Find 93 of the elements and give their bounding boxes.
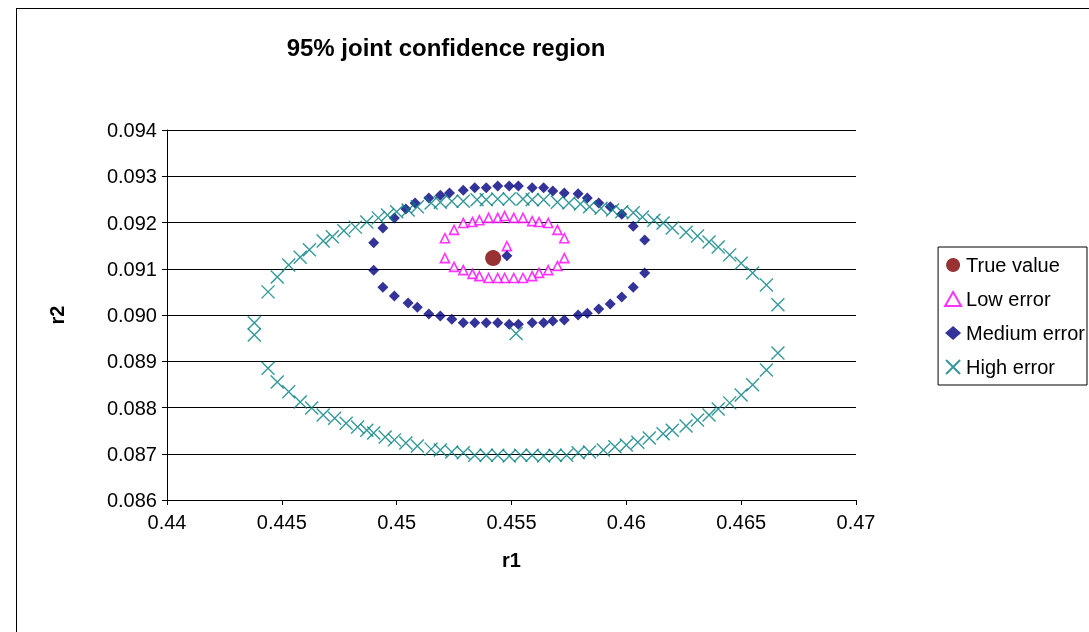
point: [411, 301, 423, 313]
point: [423, 308, 435, 320]
y-tick-label: 0.090: [106, 304, 157, 326]
x-tick-label: 0.465: [716, 511, 767, 533]
point: [469, 317, 481, 329]
legend-label: True value: [966, 254, 1060, 276]
point: [538, 182, 550, 194]
point: [572, 188, 584, 200]
legend-label: High error: [966, 356, 1056, 378]
point: [434, 310, 446, 322]
y-tick-label: 0.092: [106, 211, 157, 234]
point: [616, 291, 628, 303]
point: [388, 290, 400, 302]
point: [639, 267, 651, 279]
point: [469, 182, 481, 194]
point: [483, 272, 494, 284]
point: [439, 252, 451, 264]
point: [558, 314, 570, 326]
point: [368, 237, 380, 249]
y-tick-label: 0.091: [106, 257, 157, 280]
point: [552, 224, 563, 236]
point: [526, 182, 538, 194]
point: [508, 212, 520, 224]
chart-title: 95% joint confidence region: [286, 33, 606, 61]
point: [368, 264, 380, 276]
point: [552, 260, 563, 272]
point: [627, 281, 639, 293]
point: [542, 264, 554, 276]
point: [639, 234, 651, 246]
y-tick-label: 0.094: [106, 119, 157, 141]
point: [480, 317, 492, 329]
point: [526, 270, 538, 282]
point: [604, 298, 616, 310]
x-axis-title: r1: [502, 549, 521, 571]
y-tick-label: 0.093: [106, 165, 157, 188]
point: [446, 313, 458, 325]
point: [501, 250, 513, 262]
legend-label: Medium error: [966, 322, 1086, 344]
y-tick-label: 0.086: [106, 489, 157, 511]
point: [559, 232, 570, 244]
y-axis-title: r2: [46, 305, 68, 325]
point: [512, 180, 524, 192]
point: [480, 182, 492, 194]
point: [457, 217, 469, 229]
point: [547, 315, 559, 327]
point: [492, 317, 504, 329]
point: [377, 222, 389, 234]
point: [593, 303, 605, 315]
point: [547, 185, 559, 197]
y-tick-label: 0.089: [106, 350, 157, 373]
point: [457, 264, 469, 276]
point: [492, 212, 504, 224]
point: [492, 180, 504, 192]
point: [538, 317, 550, 329]
point: [501, 240, 513, 252]
x-tick-label: 0.47: [836, 511, 876, 533]
x-tick-label: 0.46: [606, 511, 646, 533]
point: [559, 252, 570, 264]
point: [377, 281, 389, 293]
point: [512, 318, 524, 330]
point: [503, 180, 515, 192]
legend-label: Low error: [966, 288, 1051, 310]
x-tick-label: 0.44: [147, 511, 187, 533]
point: [485, 250, 502, 267]
point: [517, 212, 529, 224]
point: [542, 217, 554, 229]
point: [533, 216, 545, 228]
point: [499, 210, 510, 222]
x-tick-label: 0.45: [377, 511, 417, 533]
point: [492, 272, 504, 284]
point: [508, 272, 520, 284]
point: [627, 220, 639, 232]
point: [526, 317, 538, 329]
point: [443, 187, 455, 199]
point: [558, 187, 570, 199]
point: [474, 214, 485, 226]
point: [572, 309, 584, 321]
point: [457, 184, 469, 196]
point: [448, 224, 460, 236]
y-tick-label: 0.087: [106, 442, 157, 465]
point: [503, 318, 515, 330]
point: [402, 297, 414, 309]
x-tick-label: 0.455: [486, 511, 537, 533]
point: [581, 307, 593, 319]
x-tick-label: 0.445: [256, 511, 307, 533]
point: [457, 317, 469, 329]
point: [517, 272, 529, 284]
point: [439, 232, 451, 244]
point: [467, 268, 478, 280]
y-tick-label: 0.088: [106, 396, 157, 419]
point: [448, 261, 460, 273]
point: [483, 212, 494, 224]
point: [434, 189, 446, 201]
